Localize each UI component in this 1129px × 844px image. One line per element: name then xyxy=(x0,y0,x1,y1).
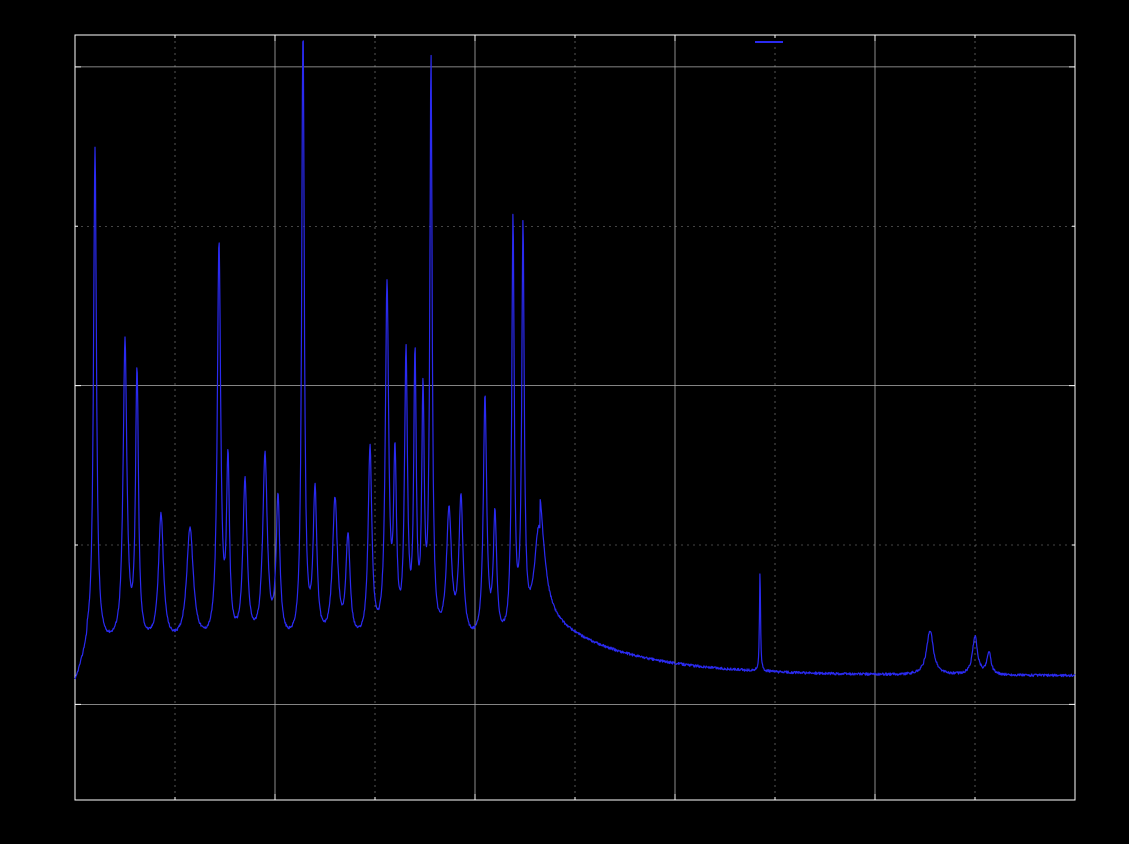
chart-svg xyxy=(0,0,1129,844)
chart-background xyxy=(0,0,1129,844)
spectrum-chart xyxy=(0,0,1129,844)
